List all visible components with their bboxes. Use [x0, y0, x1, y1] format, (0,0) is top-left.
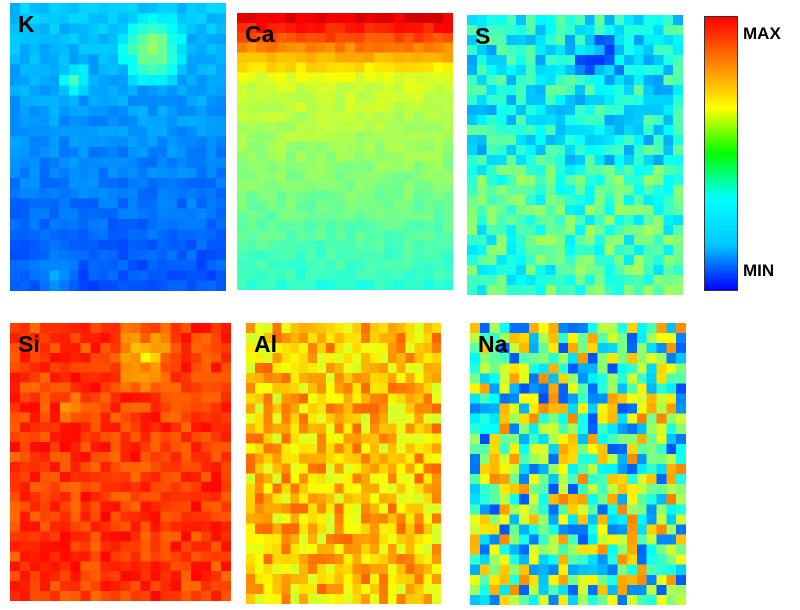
- color-scale-bar: [704, 16, 738, 291]
- na-heatmap: [470, 323, 686, 605]
- scale-min-label: MIN: [743, 261, 775, 280]
- s-element-map: S: [467, 15, 683, 295]
- al-heatmap: [246, 323, 441, 604]
- si-map-label: Si: [18, 331, 40, 357]
- si-element-map: Si: [10, 323, 231, 601]
- k-element-map: K: [10, 3, 226, 291]
- scale-max-label: MAX: [743, 24, 781, 43]
- al-map-label: Al: [254, 331, 277, 357]
- na-map-label: Na: [478, 331, 508, 357]
- ca-element-map: Ca: [237, 13, 453, 290]
- si-heatmap: [10, 323, 231, 601]
- k-heatmap: [10, 3, 226, 291]
- ca-heatmap: [237, 13, 453, 290]
- k-map-label: K: [18, 11, 35, 37]
- s-heatmap: [467, 15, 683, 295]
- al-element-map: Al: [246, 323, 441, 604]
- ca-map-label: Ca: [245, 21, 275, 47]
- s-map-label: S: [475, 23, 491, 49]
- na-element-map: Na: [470, 323, 686, 605]
